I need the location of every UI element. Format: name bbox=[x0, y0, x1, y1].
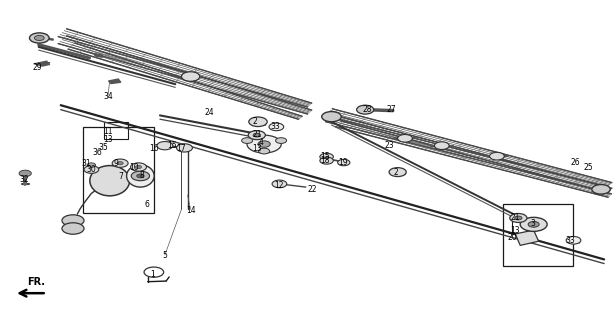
Text: 30: 30 bbox=[87, 165, 96, 174]
Circle shape bbox=[338, 159, 350, 166]
Text: 23: 23 bbox=[385, 141, 395, 150]
Circle shape bbox=[131, 163, 147, 171]
Circle shape bbox=[322, 112, 341, 122]
Ellipse shape bbox=[126, 165, 154, 187]
Circle shape bbox=[398, 134, 413, 142]
Circle shape bbox=[592, 185, 610, 194]
Ellipse shape bbox=[90, 165, 130, 196]
Text: 17: 17 bbox=[177, 144, 186, 153]
Circle shape bbox=[528, 221, 539, 227]
Text: 13: 13 bbox=[103, 135, 113, 144]
Bar bbox=[84, 126, 154, 212]
Text: 1: 1 bbox=[150, 269, 155, 279]
Text: 15: 15 bbox=[168, 141, 177, 150]
Text: 5: 5 bbox=[163, 251, 167, 260]
Circle shape bbox=[258, 148, 270, 154]
Circle shape bbox=[247, 135, 281, 153]
Circle shape bbox=[249, 117, 267, 126]
Polygon shape bbox=[109, 79, 121, 84]
Text: 13: 13 bbox=[252, 144, 262, 153]
Text: 12: 12 bbox=[274, 181, 284, 190]
Circle shape bbox=[320, 157, 333, 164]
Text: 15: 15 bbox=[321, 152, 330, 161]
Circle shape bbox=[272, 180, 287, 188]
Text: 22: 22 bbox=[307, 185, 317, 194]
Text: 20: 20 bbox=[507, 233, 517, 242]
Text: 11: 11 bbox=[103, 127, 112, 136]
Bar bbox=[104, 122, 128, 139]
Circle shape bbox=[515, 216, 522, 220]
Text: 28: 28 bbox=[362, 105, 372, 114]
Circle shape bbox=[510, 213, 527, 222]
Text: 8: 8 bbox=[139, 172, 144, 180]
Text: 4: 4 bbox=[258, 138, 263, 147]
Bar bbox=[503, 204, 573, 266]
Text: 32: 32 bbox=[19, 175, 29, 184]
Text: 36: 36 bbox=[93, 148, 103, 156]
Text: 9: 9 bbox=[114, 159, 119, 168]
Text: 26: 26 bbox=[570, 158, 580, 167]
Text: 7: 7 bbox=[119, 172, 123, 181]
Circle shape bbox=[253, 133, 260, 137]
Circle shape bbox=[489, 152, 504, 160]
Text: 24: 24 bbox=[204, 108, 214, 117]
Text: 29: 29 bbox=[33, 63, 42, 72]
Circle shape bbox=[435, 142, 449, 149]
Text: 16: 16 bbox=[149, 144, 158, 153]
Circle shape bbox=[248, 131, 265, 140]
Text: 13: 13 bbox=[510, 226, 520, 235]
Circle shape bbox=[137, 174, 144, 178]
Text: 2: 2 bbox=[394, 168, 398, 177]
Text: 19: 19 bbox=[338, 158, 348, 167]
Circle shape bbox=[389, 168, 406, 177]
Circle shape bbox=[131, 171, 150, 181]
Text: 34: 34 bbox=[103, 92, 113, 101]
Polygon shape bbox=[34, 61, 50, 66]
Text: 21: 21 bbox=[252, 130, 262, 139]
Circle shape bbox=[62, 223, 84, 234]
Text: 6: 6 bbox=[144, 200, 149, 209]
Text: 35: 35 bbox=[99, 143, 109, 152]
Text: 18: 18 bbox=[321, 156, 330, 165]
Text: 33: 33 bbox=[565, 236, 575, 245]
Text: FR.: FR. bbox=[27, 277, 45, 287]
Circle shape bbox=[62, 215, 84, 226]
Circle shape bbox=[34, 36, 44, 41]
Circle shape bbox=[112, 159, 128, 167]
Circle shape bbox=[84, 166, 99, 173]
Circle shape bbox=[269, 123, 284, 131]
Circle shape bbox=[320, 153, 333, 160]
Text: 27: 27 bbox=[387, 105, 397, 114]
Circle shape bbox=[29, 33, 49, 43]
Circle shape bbox=[566, 236, 581, 244]
Text: 25: 25 bbox=[584, 163, 594, 172]
Text: 3: 3 bbox=[530, 219, 535, 228]
Circle shape bbox=[520, 217, 547, 231]
Circle shape bbox=[87, 163, 96, 167]
Text: 14: 14 bbox=[186, 206, 195, 215]
Circle shape bbox=[242, 138, 252, 143]
Circle shape bbox=[19, 170, 31, 177]
Text: 21: 21 bbox=[510, 213, 520, 222]
Text: 10: 10 bbox=[130, 163, 139, 172]
Circle shape bbox=[157, 141, 173, 150]
Polygon shape bbox=[515, 230, 538, 245]
Text: 31: 31 bbox=[82, 159, 91, 168]
Bar bbox=[512, 220, 534, 234]
Text: 33: 33 bbox=[270, 122, 280, 131]
Circle shape bbox=[176, 144, 192, 152]
Circle shape bbox=[357, 105, 374, 114]
Circle shape bbox=[181, 72, 200, 81]
Text: 2: 2 bbox=[252, 117, 257, 126]
Circle shape bbox=[258, 141, 270, 147]
Circle shape bbox=[136, 165, 142, 169]
Circle shape bbox=[276, 138, 287, 143]
Circle shape bbox=[117, 162, 123, 165]
